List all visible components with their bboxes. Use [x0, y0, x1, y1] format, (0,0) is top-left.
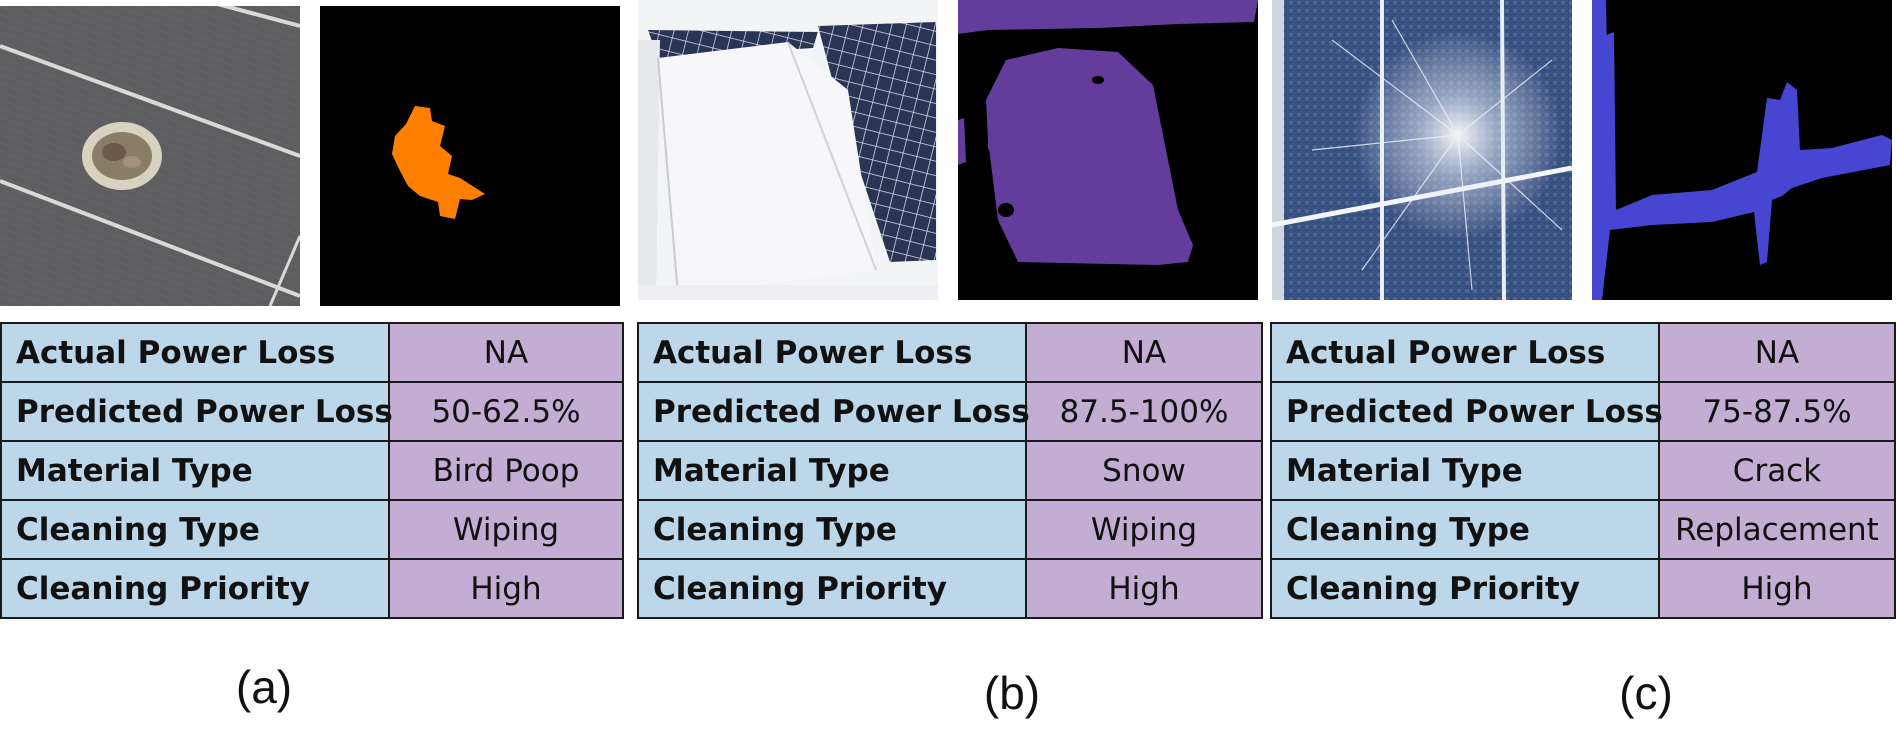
table-row: Cleaning Priority High	[0, 558, 624, 619]
table-row: Actual Power Loss NA	[0, 322, 624, 383]
snow-covered-panel-photo	[638, 0, 938, 300]
row-key: Cleaning Type	[1270, 499, 1660, 560]
row-value: Replacement	[1658, 499, 1896, 560]
row-value: 87.5-100%	[1025, 381, 1263, 442]
table-row: Cleaning Priority High	[1270, 558, 1896, 619]
row-key: Predicted Power Loss	[637, 381, 1030, 442]
row-value: High	[1025, 558, 1263, 619]
table-row: Material Type Snow	[637, 440, 1263, 501]
purple-mask-image	[958, 0, 1258, 300]
row-value: 75-87.5%	[1658, 381, 1896, 442]
row-key: Material Type	[637, 440, 1027, 501]
row-value: NA	[1658, 322, 1896, 383]
row-value: Wiping	[1025, 499, 1263, 560]
table-row: Material Type Bird Poop	[0, 440, 624, 501]
cracked-panel-photo	[1272, 0, 1572, 300]
row-key: Actual Power Loss	[637, 322, 1027, 383]
table-row: Material Type Crack	[1270, 440, 1896, 501]
caption-b: (b)	[983, 667, 1041, 719]
row-value: Bird Poop	[388, 440, 624, 501]
caption-a: (a)	[235, 661, 293, 713]
table-row: Predicted Power Loss 50-62.5%	[0, 381, 624, 442]
bird-droppings-photo	[0, 6, 300, 306]
orange-mask-image	[320, 6, 620, 306]
table-row: Predicted Power Loss 75-87.5%	[1270, 381, 1896, 442]
table-row: Cleaning Type Wiping	[637, 499, 1263, 560]
info-table-b: Actual Power Loss NA Predicted Power Loss…	[637, 322, 1263, 619]
row-key: Cleaning Type	[637, 499, 1027, 560]
blue-mask-image	[1592, 0, 1892, 300]
row-value: Wiping	[388, 499, 624, 560]
row-key: Predicted Power Loss	[1270, 381, 1663, 442]
row-key: Actual Power Loss	[0, 322, 390, 383]
row-value: NA	[1025, 322, 1263, 383]
info-table-a: Actual Power Loss NA Predicted Power Loss…	[0, 322, 624, 619]
table-row: Predicted Power Loss 87.5-100%	[637, 381, 1263, 442]
row-value: 50-62.5%	[388, 381, 624, 442]
row-key: Predicted Power Loss	[0, 381, 393, 442]
table-row: Cleaning Type Wiping	[0, 499, 624, 560]
row-key: Cleaning Priority	[637, 558, 1027, 619]
row-key: Cleaning Priority	[0, 558, 390, 619]
row-value: Crack	[1658, 440, 1896, 501]
row-value: High	[388, 558, 624, 619]
row-key: Material Type	[0, 440, 390, 501]
row-value: Snow	[1025, 440, 1263, 501]
table-row: Actual Power Loss NA	[1270, 322, 1896, 383]
caption-c: (c)	[1619, 667, 1673, 719]
row-key: Cleaning Type	[0, 499, 390, 560]
row-key: Material Type	[1270, 440, 1660, 501]
info-table-c: Actual Power Loss NA Predicted Power Loss…	[1270, 322, 1896, 619]
table-row: Cleaning Type Replacement	[1270, 499, 1896, 560]
row-key: Actual Power Loss	[1270, 322, 1660, 383]
table-row: Actual Power Loss NA	[637, 322, 1263, 383]
row-value: High	[1658, 558, 1896, 619]
row-value: NA	[388, 322, 624, 383]
row-key: Cleaning Priority	[1270, 558, 1660, 619]
table-row: Cleaning Priority High	[637, 558, 1263, 619]
